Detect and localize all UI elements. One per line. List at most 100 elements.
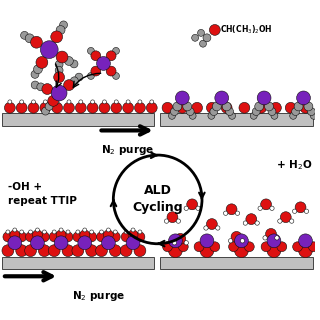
- Circle shape: [226, 204, 237, 215]
- Circle shape: [297, 91, 310, 105]
- Bar: [2, 113, 154, 125]
- Circle shape: [138, 100, 142, 104]
- Circle shape: [64, 80, 74, 91]
- Circle shape: [87, 73, 94, 79]
- Circle shape: [123, 102, 133, 113]
- Circle shape: [206, 219, 217, 229]
- Circle shape: [210, 108, 218, 116]
- Circle shape: [231, 231, 242, 242]
- Circle shape: [290, 219, 294, 223]
- Text: + H$_2$O: + H$_2$O: [276, 158, 312, 172]
- Circle shape: [138, 230, 142, 234]
- Text: CH(CH$_3$)$_2$OH: CH(CH$_3$)$_2$OH: [220, 24, 272, 36]
- Circle shape: [134, 245, 146, 257]
- Bar: [160, 257, 313, 269]
- Circle shape: [51, 31, 63, 43]
- Circle shape: [120, 245, 132, 257]
- Circle shape: [59, 228, 63, 232]
- Circle shape: [91, 100, 95, 104]
- Circle shape: [10, 230, 20, 240]
- Circle shape: [200, 244, 214, 258]
- Circle shape: [300, 102, 311, 113]
- Circle shape: [31, 70, 39, 78]
- Circle shape: [56, 230, 66, 240]
- Circle shape: [173, 102, 182, 111]
- Circle shape: [299, 234, 312, 248]
- Text: N$_2$ purge: N$_2$ purge: [72, 289, 125, 303]
- Circle shape: [103, 230, 113, 240]
- Circle shape: [60, 21, 68, 29]
- Circle shape: [25, 245, 36, 257]
- Circle shape: [277, 242, 287, 252]
- Circle shape: [56, 51, 68, 63]
- Circle shape: [265, 102, 274, 111]
- Circle shape: [255, 221, 260, 225]
- Circle shape: [210, 242, 220, 252]
- Circle shape: [228, 112, 236, 119]
- Circle shape: [163, 242, 172, 252]
- Circle shape: [83, 228, 87, 232]
- Circle shape: [228, 239, 233, 243]
- Circle shape: [110, 232, 120, 242]
- Circle shape: [200, 234, 214, 248]
- Circle shape: [97, 57, 110, 70]
- Circle shape: [184, 206, 188, 211]
- Circle shape: [99, 102, 110, 113]
- Circle shape: [73, 232, 83, 242]
- Circle shape: [294, 102, 303, 111]
- Circle shape: [70, 77, 78, 85]
- Circle shape: [197, 29, 204, 36]
- Circle shape: [169, 112, 175, 119]
- Circle shape: [175, 233, 186, 244]
- Circle shape: [16, 102, 27, 113]
- Circle shape: [38, 245, 50, 257]
- Circle shape: [20, 31, 28, 39]
- Circle shape: [80, 230, 90, 240]
- Circle shape: [8, 100, 12, 104]
- Circle shape: [263, 236, 267, 240]
- Circle shape: [55, 100, 59, 104]
- Circle shape: [292, 108, 300, 116]
- Circle shape: [113, 230, 117, 234]
- Circle shape: [216, 226, 220, 230]
- Circle shape: [91, 51, 101, 61]
- Circle shape: [106, 51, 116, 61]
- Circle shape: [64, 102, 74, 113]
- Circle shape: [31, 81, 39, 89]
- Circle shape: [45, 102, 53, 110]
- Circle shape: [252, 108, 260, 116]
- Circle shape: [106, 66, 116, 76]
- Circle shape: [131, 228, 135, 232]
- Circle shape: [270, 206, 274, 211]
- Circle shape: [192, 102, 203, 113]
- Circle shape: [209, 25, 220, 35]
- Circle shape: [172, 241, 177, 245]
- Circle shape: [48, 245, 60, 257]
- Circle shape: [134, 102, 145, 113]
- Circle shape: [212, 102, 221, 111]
- Circle shape: [235, 211, 240, 215]
- Circle shape: [146, 102, 157, 113]
- Circle shape: [228, 242, 238, 252]
- Circle shape: [126, 100, 130, 104]
- Circle shape: [72, 245, 84, 257]
- Circle shape: [76, 102, 86, 113]
- Circle shape: [128, 230, 138, 240]
- Circle shape: [192, 34, 199, 41]
- Circle shape: [304, 209, 308, 213]
- Circle shape: [255, 102, 264, 111]
- Circle shape: [54, 236, 68, 250]
- Circle shape: [239, 102, 250, 113]
- Circle shape: [250, 112, 257, 119]
- Circle shape: [308, 242, 318, 252]
- Circle shape: [299, 244, 312, 258]
- Circle shape: [100, 230, 103, 234]
- Circle shape: [42, 230, 46, 234]
- Circle shape: [39, 232, 49, 242]
- Circle shape: [43, 100, 47, 104]
- Circle shape: [6, 230, 10, 234]
- Circle shape: [126, 236, 140, 250]
- Circle shape: [36, 228, 39, 232]
- Circle shape: [268, 108, 276, 116]
- Circle shape: [257, 91, 271, 105]
